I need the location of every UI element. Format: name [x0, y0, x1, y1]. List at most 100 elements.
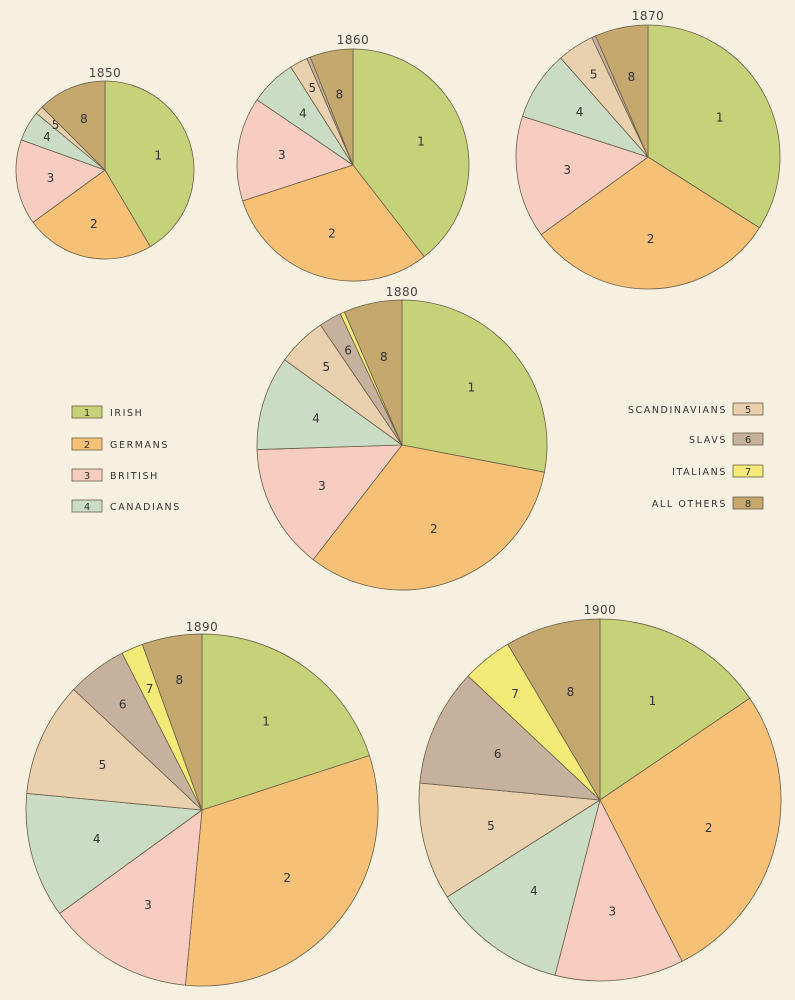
slice-1860-8 [309, 48, 354, 166]
slice-1850-3 [15, 139, 106, 223]
legend-key-7: 7 [745, 467, 751, 478]
slice-label-1900-7: 7 [511, 687, 519, 701]
slice-1890-1 [201, 633, 370, 811]
slice-label-1860-3: 3 [278, 148, 286, 162]
slice-1880-2 [312, 444, 545, 591]
legend-key-8: 8 [745, 499, 751, 510]
pie-1860: 1 2 3 45 8 1860 [236, 33, 470, 282]
slice-label-1900-1: 1 [649, 694, 657, 708]
slice-1880-3 [256, 444, 403, 561]
slice-1880-1 [401, 299, 548, 473]
slice-label-1850-2: 2 [90, 217, 98, 231]
slice-label-1850-4: 4 [43, 130, 51, 144]
pie-title-1890: 1890 [186, 620, 219, 634]
legend-item-germans: 2 GERMANS [71, 437, 167, 451]
legend-item-italians: 7 ITALIANS [672, 464, 764, 478]
legend-item-slavs: 6 SLAVS [689, 432, 764, 446]
slice-label-1890-8: 8 [175, 673, 183, 687]
legend-key-3: 3 [84, 471, 90, 482]
slice-1900-3 [554, 798, 683, 982]
pie-1900: 1 2 3 4 5 6 7 8 1900 [418, 603, 782, 982]
slice-label-1880-5: 5 [322, 360, 330, 374]
legend-key-6: 6 [745, 435, 751, 446]
slice-1900-2 [599, 697, 782, 962]
slice-label-1890-2: 2 [283, 871, 291, 885]
pie-1880: 1 2 3 4 56 8 1880 [256, 285, 548, 591]
slice-label-1890-5: 5 [99, 758, 107, 772]
slice-1870-2 [540, 156, 761, 290]
slice-1880-8 [343, 299, 403, 446]
pie-title-1850: 1850 [89, 66, 122, 80]
slice-label-1890-3: 3 [144, 898, 152, 912]
pie-title-1900: 1900 [584, 603, 617, 617]
slice-label-1870-1: 1 [716, 111, 724, 125]
slice-1900-8 [507, 618, 601, 802]
slice-label-1890-1: 1 [262, 715, 270, 729]
slice-1870-1 [647, 24, 781, 229]
legend-label-5: SCANDINAVIANS [628, 405, 727, 416]
slice-label-1870-8: 8 [628, 70, 636, 84]
legend-item-canadians: 4 CANADIANS [71, 499, 181, 513]
slice-label-1870-5: 5 [590, 67, 598, 81]
legend-label-4: CANADIANS [110, 502, 181, 513]
slice-label-1900-2: 2 [705, 821, 713, 835]
slice-label-1900-4: 4 [530, 884, 538, 898]
pie-title-1870: 1870 [632, 9, 665, 23]
slice-label-1880-8: 8 [380, 350, 388, 364]
slice-1870-8 [595, 24, 649, 158]
legend-label-7: ITALIANS [672, 467, 727, 478]
legend-key-2: 2 [84, 440, 90, 451]
slice-label-1850-8: 8 [80, 112, 88, 126]
legend-swatch-5 [732, 402, 764, 416]
pie-1890: 1 2 3 4 5 6 7 8 1890 [25, 620, 379, 987]
slice-label-1860-5: 5 [308, 81, 316, 95]
slice-label-1880-1: 1 [467, 381, 475, 395]
slice-label-1890-4: 4 [93, 832, 101, 846]
legend-swatch-8 [732, 496, 764, 510]
slice-label-1880-2: 2 [430, 522, 438, 536]
slice-label-1900-5: 5 [487, 819, 495, 833]
slice-label-1880-4: 4 [312, 412, 320, 426]
legend-label-6: SLAVS [689, 435, 727, 446]
slice-label-1900-6: 6 [494, 747, 502, 761]
slice-1860-2 [242, 164, 425, 282]
slice-label-1900-8: 8 [567, 685, 575, 699]
slice-label-1880-3: 3 [318, 479, 326, 493]
slice-label-1890-6: 6 [119, 697, 127, 711]
legend-swatch-3 [71, 468, 103, 482]
slice-1880-4 [256, 359, 404, 450]
slice-label-1850-3: 3 [47, 171, 55, 185]
legend-key-5: 5 [745, 405, 751, 416]
legend-item-all-others: 8 ALL OTHERS [652, 496, 764, 510]
slice-label-1860-2: 2 [328, 227, 336, 241]
slice-1850-1 [104, 80, 195, 248]
pie-1850: 1 2 3 45 8 1850 [15, 66, 195, 260]
slice-label-1870-4: 4 [576, 105, 584, 119]
legend-label-1: IRISH [110, 408, 143, 419]
legend-key-1: 1 [84, 408, 90, 419]
slice-1900-4 [446, 799, 601, 976]
slice-1860-1 [352, 48, 470, 258]
slice-1860-3 [236, 99, 354, 202]
slice-1890-5 [26, 688, 204, 811]
slice-1900-6 [419, 675, 602, 801]
legend-swatch-6 [732, 432, 764, 446]
slice-1870-3 [515, 115, 649, 236]
slice-1890-3 [59, 809, 203, 986]
slice-1850-2 [32, 169, 151, 260]
legend-swatch-4 [71, 499, 103, 513]
legend-swatch-2 [71, 437, 103, 451]
slice-1890-8 [141, 633, 203, 811]
legend-swatch-7 [732, 464, 764, 478]
legend-swatch-1 [71, 405, 103, 419]
slice-1850-8 [41, 80, 106, 171]
legend-item-scandinavians: 5 SCANDINAVIANS [628, 402, 764, 416]
slice-1900-1 [599, 618, 751, 801]
slice-label-1850-1: 1 [154, 148, 162, 162]
legend-key-4: 4 [84, 502, 90, 513]
slice-1890-4 [25, 793, 204, 915]
legend-label-8: ALL OTHERS [652, 499, 727, 510]
slice-label-1870-3: 3 [563, 163, 571, 177]
slice-label-1900-3: 3 [608, 905, 616, 919]
